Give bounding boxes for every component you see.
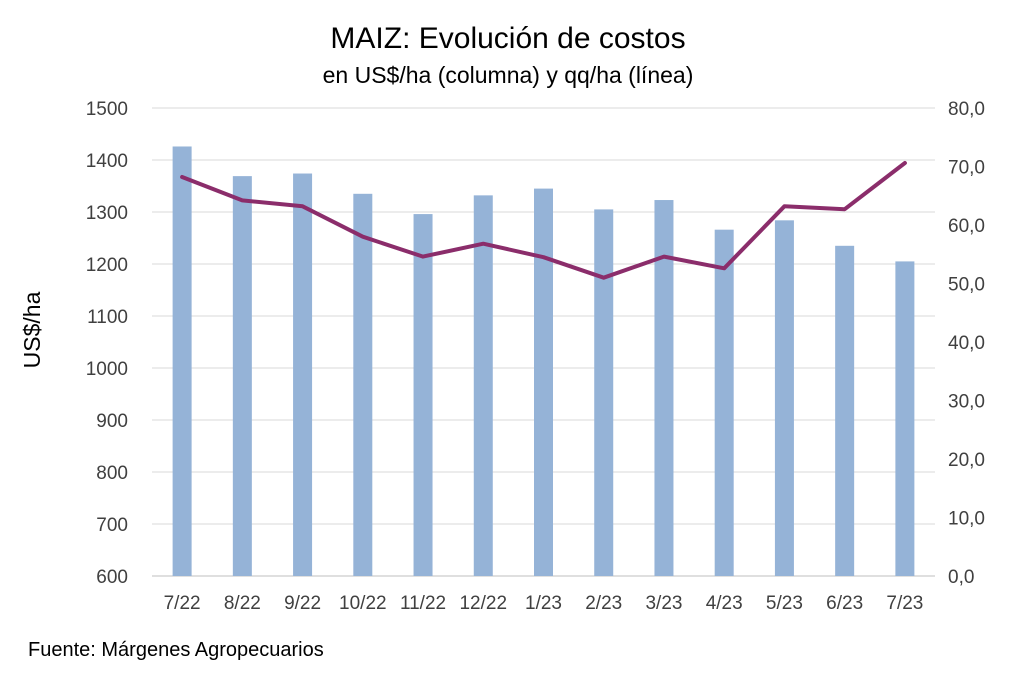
x-tick-label: 7/23 xyxy=(886,593,923,614)
bar xyxy=(714,229,734,576)
y-axis-right: 80,0 70,0 60,0 50,0 40,0 30,0 20,0 10,0 0,0 xyxy=(948,99,985,588)
y-tick-label: 1300 xyxy=(86,203,128,224)
bar-series xyxy=(172,146,915,577)
bar xyxy=(353,193,373,577)
line-series xyxy=(180,161,907,280)
line-point xyxy=(361,235,365,239)
x-tick-label: 3/23 xyxy=(645,593,682,614)
y-tick-label: 900 xyxy=(96,411,128,432)
y2-tick-label: 60,0 xyxy=(948,216,985,237)
bar xyxy=(534,188,553,576)
bar xyxy=(774,220,794,576)
bar xyxy=(473,195,493,577)
y2-tick-label: 10,0 xyxy=(948,509,985,530)
bar xyxy=(413,214,433,576)
x-tick-label: 10/22 xyxy=(339,593,387,614)
line-point xyxy=(180,175,184,179)
x-axis: 7/22 8/22 9/22 10/22 11/22 12/22 1/23 2/23 3/23 4… xyxy=(164,593,924,614)
line-point xyxy=(722,266,726,270)
chart-title: MAIZ: Evolución de costos xyxy=(330,22,685,55)
y2-tick-label: 50,0 xyxy=(948,275,985,296)
y-tick-label: 1000 xyxy=(86,359,128,380)
y2-tick-label: 20,0 xyxy=(948,450,985,471)
y-tick-label: 600 xyxy=(96,567,128,588)
bar xyxy=(232,176,252,576)
bar xyxy=(835,245,855,577)
y-tick-label: 700 xyxy=(96,515,128,536)
bar xyxy=(654,200,674,577)
y-axis-left: 1500 1400 1300 1200 1100 1000 900 800 700 600 xyxy=(86,99,128,588)
y-tick-label: 1100 xyxy=(87,307,128,328)
line-point xyxy=(782,204,786,208)
line-point xyxy=(843,207,847,211)
y-tick-label: 1500 xyxy=(86,99,128,120)
x-tick-label: 9/22 xyxy=(284,593,321,614)
x-tick-label: 4/23 xyxy=(706,593,743,614)
y2-tick-label: 70,0 xyxy=(948,158,985,179)
line-point xyxy=(542,255,545,259)
bar xyxy=(594,209,614,576)
y2-tick-label: 30,0 xyxy=(948,392,985,413)
x-tick-label: 2/23 xyxy=(585,593,622,614)
y-axis-label: US$/ha xyxy=(19,291,45,368)
bar xyxy=(293,173,313,576)
line-point xyxy=(481,242,485,246)
line-point xyxy=(602,276,606,280)
y-tick-label: 800 xyxy=(96,463,128,484)
x-tick-label: 12/22 xyxy=(459,593,507,614)
line-point xyxy=(301,204,305,208)
line-point xyxy=(421,255,425,259)
x-tick-label: 5/23 xyxy=(766,593,803,614)
y-tick-label: 1400 xyxy=(86,151,128,172)
y-tick-label: 1200 xyxy=(86,255,128,276)
bar xyxy=(172,146,192,577)
y2-tick-label: 80,0 xyxy=(948,99,985,120)
x-tick-label: 7/22 xyxy=(164,593,201,614)
bar xyxy=(895,261,915,576)
x-tick-label: 8/22 xyxy=(224,593,261,614)
x-tick-label: 11/22 xyxy=(400,593,446,614)
source-note: Fuente: Márgenes Agropecuarios xyxy=(28,639,324,661)
chart-subtitle: en US$/ha (columna) y qq/ha (línea) xyxy=(323,62,694,88)
line-point xyxy=(240,198,244,202)
y2-tick-label: 40,0 xyxy=(948,333,985,354)
y2-tick-label: 0,0 xyxy=(948,567,974,588)
x-tick-label: 1/23 xyxy=(525,593,562,614)
x-tick-label: 6/23 xyxy=(826,593,863,614)
line-point xyxy=(662,255,666,259)
line-point xyxy=(903,161,907,165)
